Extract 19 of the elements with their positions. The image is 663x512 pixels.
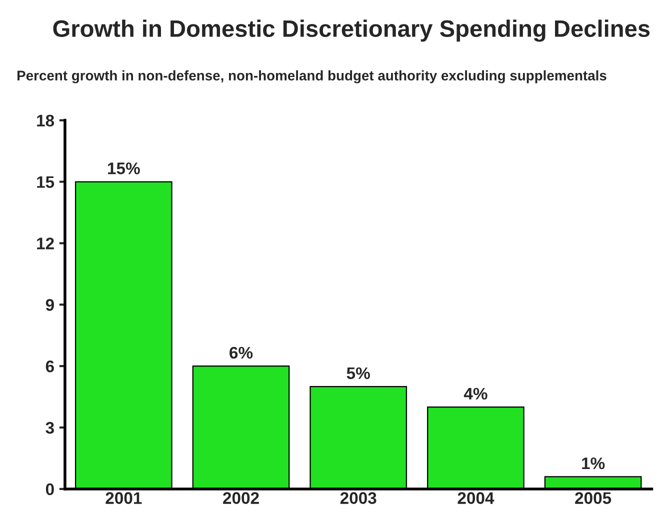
data-label: 5% [346,367,370,380]
y-tick-label: 3 [46,422,54,434]
chart-subtitle: Percent growth in non-defense, non-homeland budget authority excluding supplementals [18,70,606,84]
chart-title: Growth in Domestic Discretionary Spending Declines [53,20,650,42]
y-tick-label: 12 [37,238,54,250]
x-tick-label: 2001 [106,492,142,504]
data-label: 6% [230,346,253,359]
x-tick-label: 2002 [223,492,259,504]
y-tick-label: 6 [46,360,54,372]
y-tick-label: 0 [46,483,54,496]
data-label: 4% [464,388,488,400]
x-tick-label: 2005 [575,492,612,504]
y-tick-label: 18 [37,114,54,127]
data-label: 1% [582,457,605,470]
x-tick-label: 2003 [340,492,376,504]
y-tick-label: 15 [37,176,54,188]
data-label: 15% [108,162,140,174]
y-tick-label: 9 [46,299,54,311]
x-tick-label: 2004 [458,492,494,504]
